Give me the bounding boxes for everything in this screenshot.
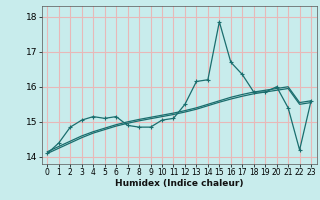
X-axis label: Humidex (Indice chaleur): Humidex (Indice chaleur) bbox=[115, 179, 244, 188]
